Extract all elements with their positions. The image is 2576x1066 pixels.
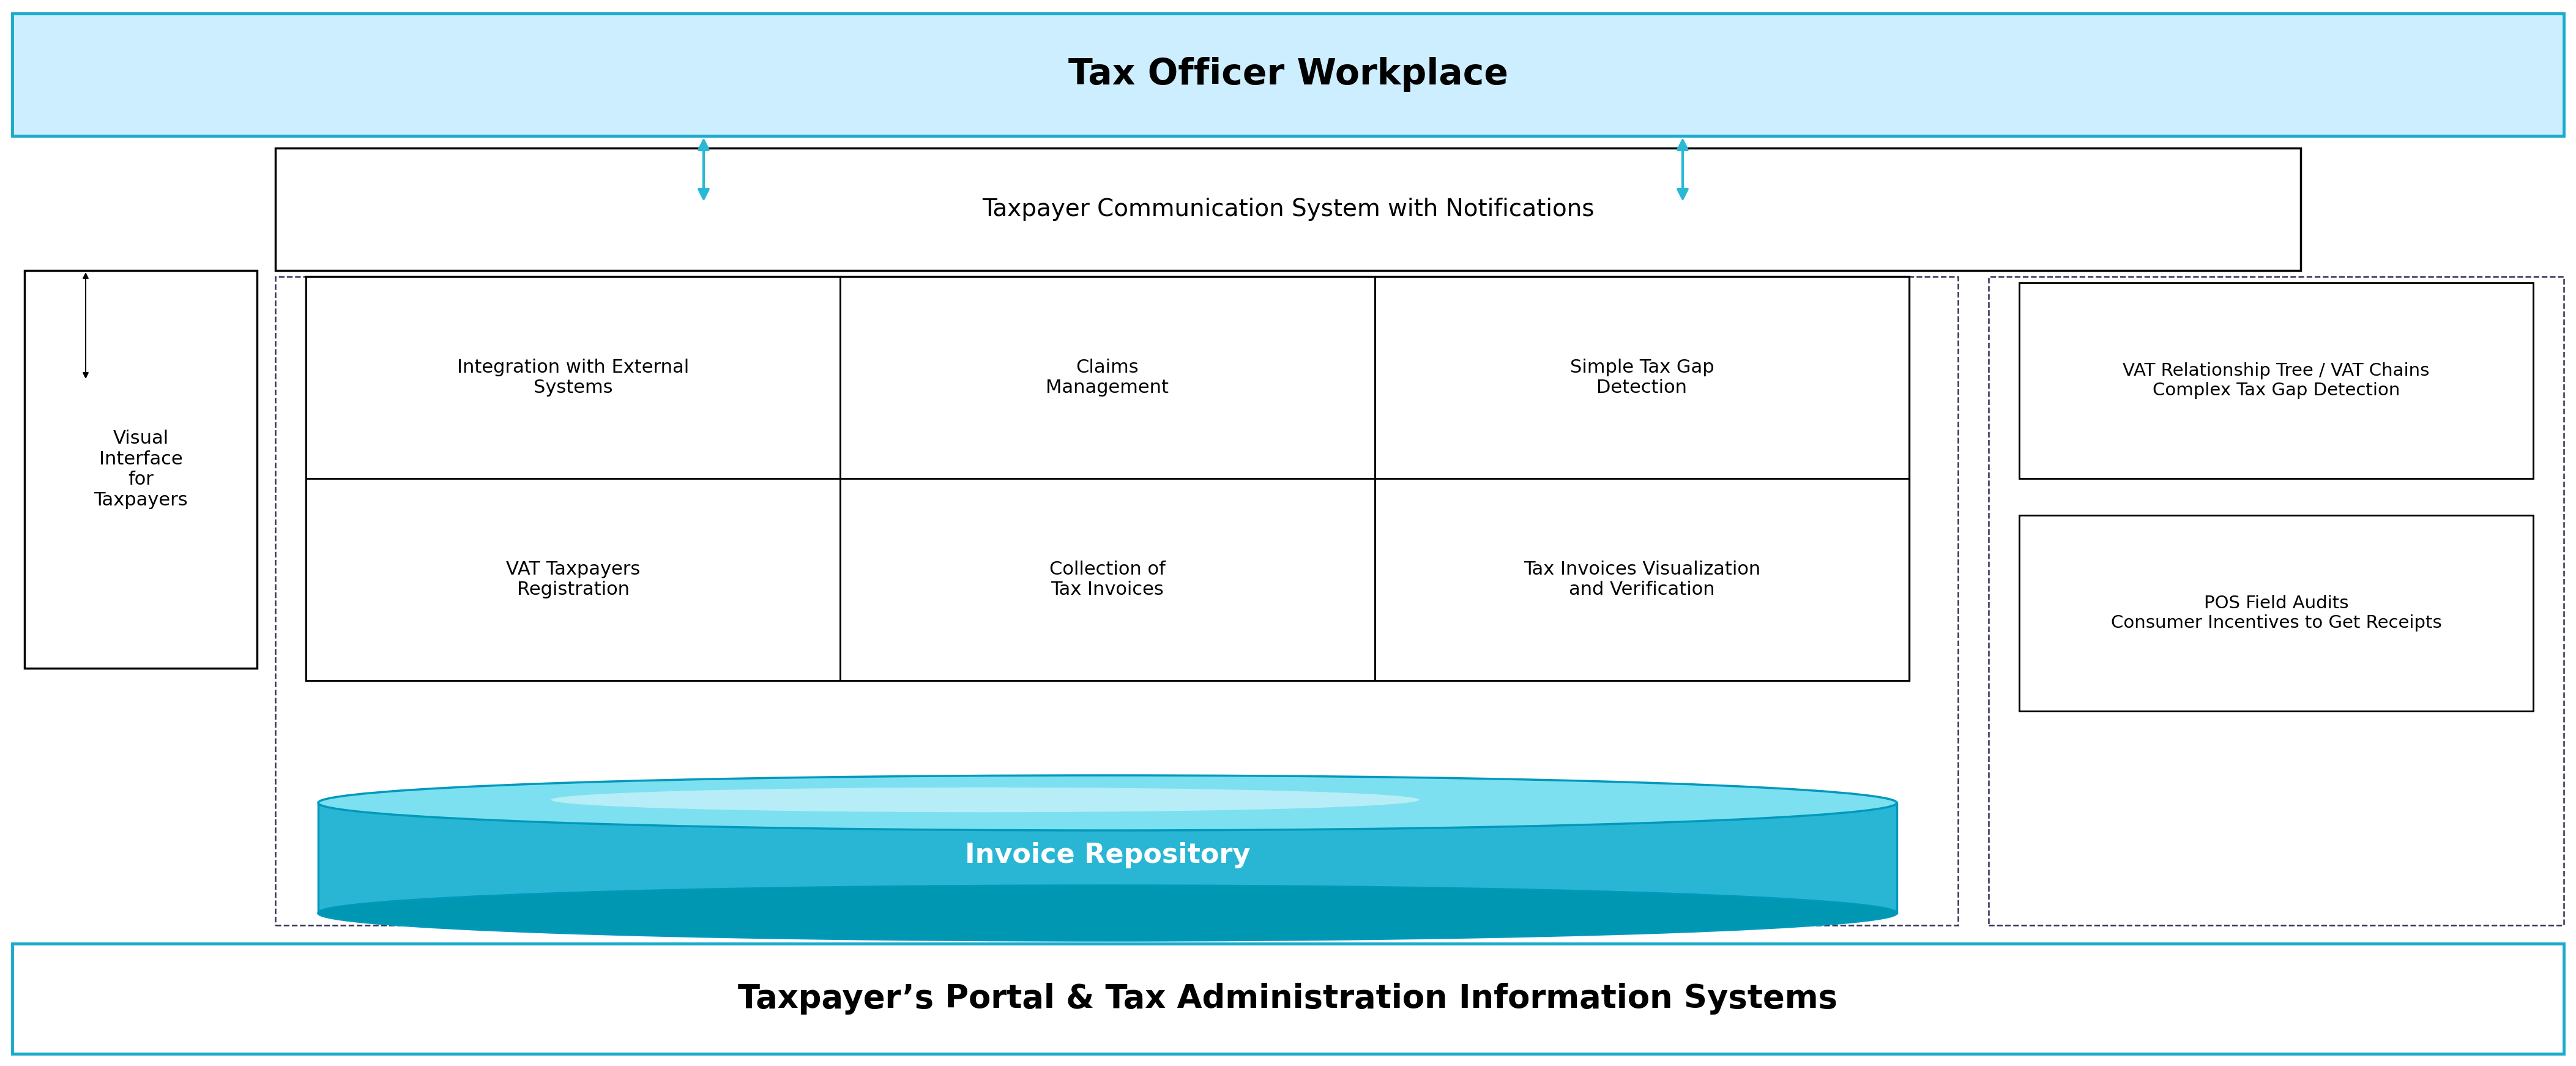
Bar	[276, 276, 1958, 925]
Bar	[2020, 515, 2532, 711]
Text: VAT Relationship Tree / VAT Chains
Complex Tax Gap Detection: VAT Relationship Tree / VAT Chains Compl…	[2123, 362, 2429, 399]
Bar	[2020, 282, 2532, 479]
Text: Collection of
Tax Invoices: Collection of Tax Invoices	[1048, 561, 1164, 599]
Text: Taxpayer’s Portal & Tax Administration Information Systems: Taxpayer’s Portal & Tax Administration I…	[739, 983, 1837, 1015]
Ellipse shape	[319, 886, 1896, 940]
Ellipse shape	[319, 775, 1896, 830]
Bar	[276, 148, 2300, 271]
Text: Simple Tax Gap
Detection: Simple Tax Gap Detection	[1569, 358, 1713, 397]
Text: Integration with External
Systems: Integration with External Systems	[456, 358, 690, 397]
Bar	[840, 479, 1376, 680]
Text: POS Field Audits
Consumer Incentives to Get Receipts: POS Field Audits Consumer Incentives to …	[2110, 595, 2442, 632]
Bar	[1989, 276, 2563, 925]
Bar	[1376, 479, 1909, 680]
Bar	[26, 271, 258, 668]
Text: VAT Taxpayers
Registration: VAT Taxpayers Registration	[505, 561, 641, 599]
Ellipse shape	[551, 788, 1419, 812]
Bar	[307, 479, 840, 680]
Bar	[13, 943, 2563, 1054]
Bar	[1376, 276, 1909, 479]
Text: Claims
Management: Claims Management	[1046, 358, 1170, 397]
Bar	[840, 276, 1376, 479]
Bar	[307, 276, 1909, 680]
Bar	[319, 803, 1896, 912]
Text: Visual
Interface
for
Taxpayers: Visual Interface for Taxpayers	[93, 430, 188, 510]
Text: Taxpayer Communication System with Notifications: Taxpayer Communication System with Notif…	[981, 197, 1595, 221]
Text: Tax Invoices Visualization
and Verification: Tax Invoices Visualization and Verificat…	[1522, 561, 1759, 599]
Text: Invoice Repository: Invoice Repository	[966, 842, 1249, 868]
Bar	[13, 14, 2563, 135]
Text: Tax Officer Workplace: Tax Officer Workplace	[1069, 58, 1507, 92]
Bar	[307, 276, 840, 479]
